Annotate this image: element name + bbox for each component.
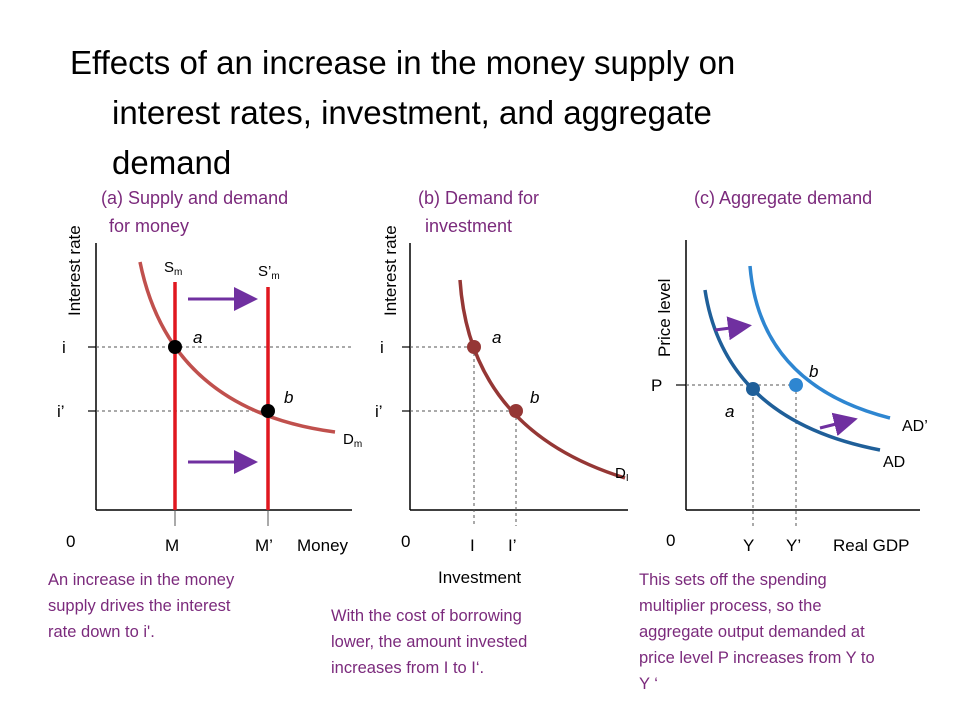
panel-c-note-line: aggregate output demanded at [639,623,865,641]
panel-c-tick-y: Y [743,536,754,555]
panel-c-y-label: Price level [655,279,674,357]
panel-c-shift-arrow-bottom [819,412,858,437]
panel-a-tick-i-prime: i’ [57,402,65,421]
panel-a-y-label: Interest rate [65,225,84,316]
panel-b-point-a [467,340,481,354]
panel-b-note-line: increases from I to I‘. [331,659,485,677]
panel-c-point-a [746,382,760,396]
panel-b-tick-I: I [470,536,475,555]
panel-c-tick-p: P [651,376,662,395]
panel-b-x-label: Investment [438,568,521,587]
panel-b-title-line-2: investment [425,216,513,236]
ad-label: AD [883,454,905,471]
panel-b-note-line: lower, the amount invested [331,633,528,651]
panel-b: Interest rate 0 Investment i i’ I I’ DI … [375,225,629,587]
panel-c-note-line: price level P increases from Y to [639,649,875,667]
investment-demand-label: DI [615,465,629,484]
panel-c-title: (c) Aggregate demand [694,188,873,208]
investment-demand-curve [458,279,626,480]
panel-c: Price level 0 Real GDP P AD’ AD Y Y’ a b [651,240,928,555]
panel-b-origin: 0 [401,532,410,551]
demand-label: Dm [343,431,362,450]
panel-a-note-line: An increase in the money [48,571,235,589]
ad-curve [703,289,881,452]
panel-b-note: With the cost of borrowing lower, the am… [331,603,527,681]
panel-b-tick-i-prime: i’ [375,402,383,421]
supply-label: Sm [164,259,182,278]
panel-a: Interest rate 0 Money i i’ M M’ Sm S’m D… [57,225,362,555]
panel-b-point-b-label: b [530,388,539,407]
supply-prime-label: S’m [258,263,280,282]
panel-a-tick-m: M [165,536,179,555]
panel-b-tick-I-prime: I’ [508,536,517,555]
panel-c-origin: 0 [666,531,675,550]
panel-c-note-line: This sets off the spending [639,571,827,589]
panel-a-title-line-2: for money [109,216,190,236]
ad-prime-curve [748,265,891,420]
panel-c-x-label: Real GDP [833,536,910,555]
panel-c-tick-y-prime: Y’ [786,536,801,555]
panel-a-note-line: supply drives the interest [48,597,231,615]
panel-a-title-line-1: (a) Supply and demand [101,188,289,208]
panel-a-tick-m-prime: M’ [255,536,273,555]
title-line-2: interest rates, investment, and aggregat… [112,94,712,131]
panel-b-point-a-label: a [492,328,501,347]
panel-b-tick-i: i [380,338,384,357]
panel-a-note-line: rate down to i'. [48,623,155,641]
title-line-3: demand [112,144,232,181]
panel-a-point-a-label: a [193,328,202,347]
panel-c-note-line: multiplier process, so the [639,597,822,615]
panel-a-origin: 0 [66,532,75,551]
panel-a-point-b [261,404,275,418]
panel-b-title-line-1: (b) Demand for [418,188,540,208]
panel-c-point-b-label: b [809,362,818,381]
panel-a-tick-i: i [62,338,66,357]
panel-b-note-line: With the cost of borrowing [331,607,522,625]
panel-a-note: An increase in the money supply drives t… [48,567,234,645]
panel-c-point-a-label: a [725,402,734,421]
panel-a-point-b-label: b [284,388,293,407]
panel-c-note: This sets off the spending multiplier pr… [639,567,875,697]
panel-a-x-label: Money [297,536,349,555]
panel-c-note-line: Y ‘ [639,675,658,693]
title-line-1: Effects of an increase in the money supp… [70,44,736,81]
panel-b-y-label: Interest rate [381,225,400,316]
money-demand-curve [138,261,336,434]
panel-b-point-b [509,404,523,418]
panel-c-point-b [789,378,803,392]
slide-title: Effects of an increase in the money supp… [70,38,930,188]
ad-prime-label: AD’ [902,418,928,435]
panel-a-point-a [168,340,182,354]
panel-c-shift-arrow-top [714,316,752,341]
